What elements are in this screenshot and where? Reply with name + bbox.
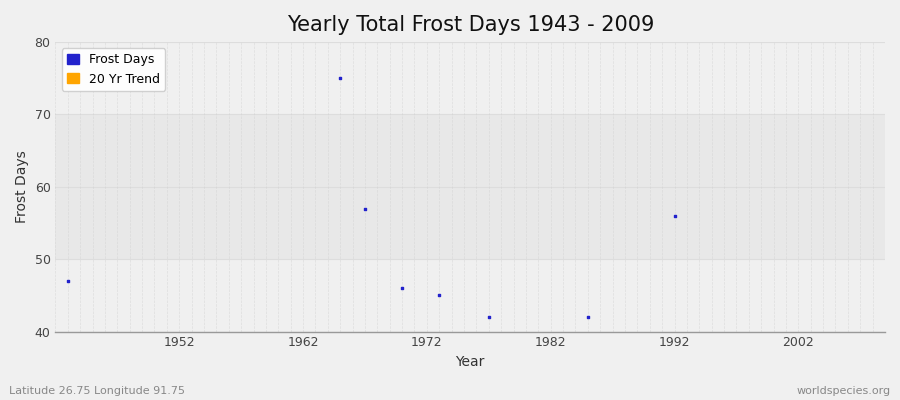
Text: worldspecies.org: worldspecies.org [796,386,891,396]
Point [60,278,75,284]
Point [432,292,446,298]
Point [482,314,496,320]
Title: Yearly Total Frost Days 1943 - 2009: Yearly Total Frost Days 1943 - 2009 [286,15,654,35]
Text: Latitude 26.75 Longitude 91.75: Latitude 26.75 Longitude 91.75 [9,386,185,396]
Bar [56,259,885,332]
Bar [56,114,885,187]
Y-axis label: Frost Days: Frost Days [15,150,29,223]
Point [667,212,681,219]
Point [395,285,410,291]
Bar [56,187,885,259]
Legend: Frost Days, 20 Yr Trend: Frost Days, 20 Yr Trend [62,48,166,91]
Point [358,205,373,212]
Point [580,314,595,320]
Point [333,75,347,82]
Bar [56,42,885,114]
X-axis label: Year: Year [455,355,485,369]
